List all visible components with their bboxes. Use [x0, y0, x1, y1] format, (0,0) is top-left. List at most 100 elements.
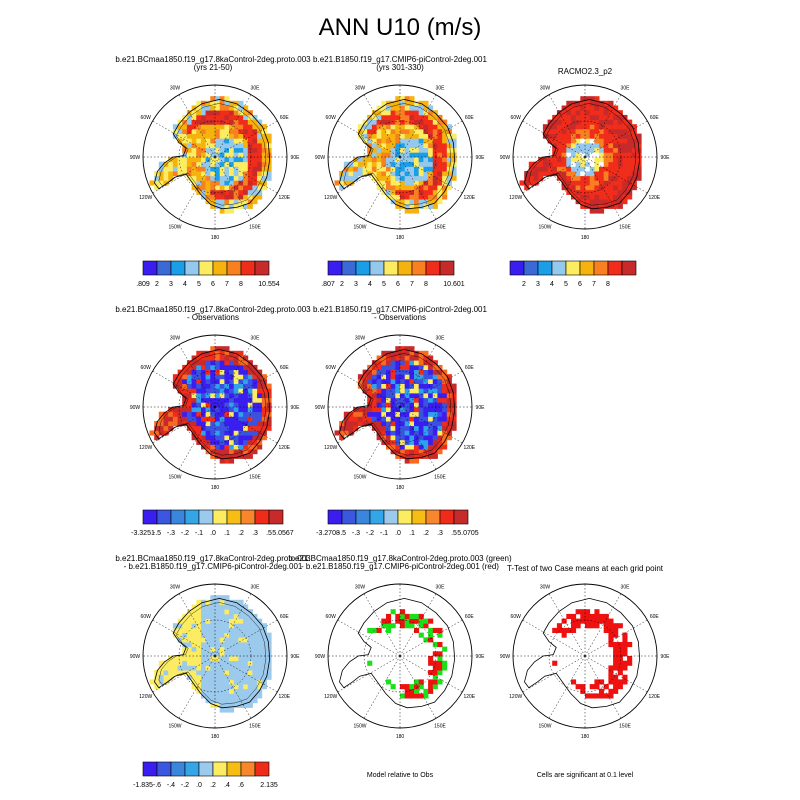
grid-cell: [224, 595, 230, 601]
grid-cell: [233, 411, 239, 417]
grid-cell: [247, 124, 253, 130]
grid-cell: [571, 147, 577, 153]
grid-cell: [437, 143, 443, 149]
grid-cell: [224, 665, 230, 671]
grid-cell: [243, 679, 249, 685]
grid-cell: [437, 421, 443, 427]
grid-cell: [201, 416, 207, 422]
panel-4-subtitle: - Observations: [187, 313, 239, 322]
colorbar-tick-label: -.1: [195, 530, 203, 537]
longitude-label: 60E: [280, 365, 290, 371]
ice-shelf-line: [343, 353, 452, 456]
grid-cell: [404, 96, 410, 102]
grid-cell: [367, 393, 373, 399]
grid-cell: [390, 161, 396, 167]
grid-cell: [172, 627, 178, 633]
grid-cell: [266, 656, 272, 662]
grid-cell: [229, 171, 235, 177]
longitude-label: 30W: [170, 86, 181, 92]
grid-cell: [561, 618, 567, 624]
ice-shelf-line: [158, 353, 267, 456]
grid-cell: [622, 171, 628, 177]
grid-cell: [229, 110, 235, 116]
longitude-label: 120W: [324, 694, 337, 700]
grid-cell: [158, 175, 164, 181]
grid-cell: [224, 674, 230, 680]
grid-cell: [191, 632, 197, 638]
grid-cell: [613, 651, 619, 657]
grid-cell: [381, 180, 387, 186]
grid-cell: [224, 152, 230, 158]
grid-cell: [224, 651, 230, 657]
grid-cell: [158, 421, 164, 427]
grid-cell: [224, 374, 230, 380]
grid-cell: [182, 388, 188, 394]
longitude-label: 90W: [500, 654, 511, 660]
grid-cell: [243, 114, 249, 120]
grid-cell: [390, 430, 396, 436]
grid-cell: [201, 180, 207, 186]
grid-cell: [238, 425, 244, 431]
colorbar-swatch: [327, 260, 343, 276]
grid-cell: [395, 618, 401, 624]
grid-cell: [418, 124, 424, 130]
grid-cell: [238, 393, 244, 399]
grid-cell: [428, 656, 434, 662]
longitude-label: 30W: [540, 585, 551, 591]
grid-cell: [367, 152, 373, 158]
grid-cell: [261, 157, 267, 163]
grid-cell: [191, 360, 197, 366]
grid-cell: [219, 660, 225, 666]
grid-cell: [414, 105, 420, 111]
grid-cell: [636, 157, 642, 163]
grid-cell: [381, 397, 387, 403]
grid-cell: [201, 623, 207, 629]
grid-cell: [414, 449, 420, 455]
grid-cell: [182, 147, 188, 153]
grid-cell: [252, 175, 258, 181]
grid-cell: [400, 378, 406, 384]
grid-cell: [613, 171, 619, 177]
grid-cell: [585, 171, 591, 177]
grid-cell: [205, 171, 211, 177]
grid-cell: [542, 161, 548, 167]
grid-cell: [390, 180, 396, 186]
grid-cell: [243, 383, 249, 389]
grid-cell: [381, 152, 387, 158]
grid-cell: [603, 189, 609, 195]
grid-cell: [561, 166, 567, 172]
grid-cell: [243, 180, 249, 186]
grid-cell: [191, 416, 197, 422]
grid-cell: [172, 416, 178, 422]
grid-cell: [353, 175, 359, 181]
longitude-label: 90W: [130, 405, 141, 411]
grid-cell: [585, 128, 591, 134]
meridian-line: [584, 655, 648, 693]
longitude-label: 90W: [315, 405, 326, 411]
colorbar-swatch: [212, 509, 228, 525]
grid-cell: [177, 388, 183, 394]
colorbar-tick-label: .1: [409, 530, 415, 537]
grid-cell: [599, 128, 605, 134]
grid-cell: [371, 171, 377, 177]
grid-cell: [362, 124, 368, 130]
grid-cell: [575, 143, 581, 149]
grid-cell: [442, 660, 448, 666]
grid-cell: [224, 439, 230, 445]
grid-cell: [367, 402, 373, 408]
grid-cell: [247, 646, 253, 652]
grid-cell: [168, 411, 174, 417]
grid-cell: [376, 355, 382, 361]
grid-cell: [418, 623, 424, 629]
grid-cell: [613, 627, 619, 633]
grid-cell: [163, 175, 169, 181]
grid-cell: [343, 425, 349, 431]
grid-cell: [617, 166, 623, 172]
grid-cell: [442, 435, 448, 441]
grid-cell: [599, 613, 605, 619]
longitude-label: 120E: [278, 694, 290, 700]
grid-cell: [257, 161, 263, 167]
grid-cell: [196, 166, 202, 172]
grid-cell: [196, 656, 202, 662]
grid-cell: [210, 411, 216, 417]
